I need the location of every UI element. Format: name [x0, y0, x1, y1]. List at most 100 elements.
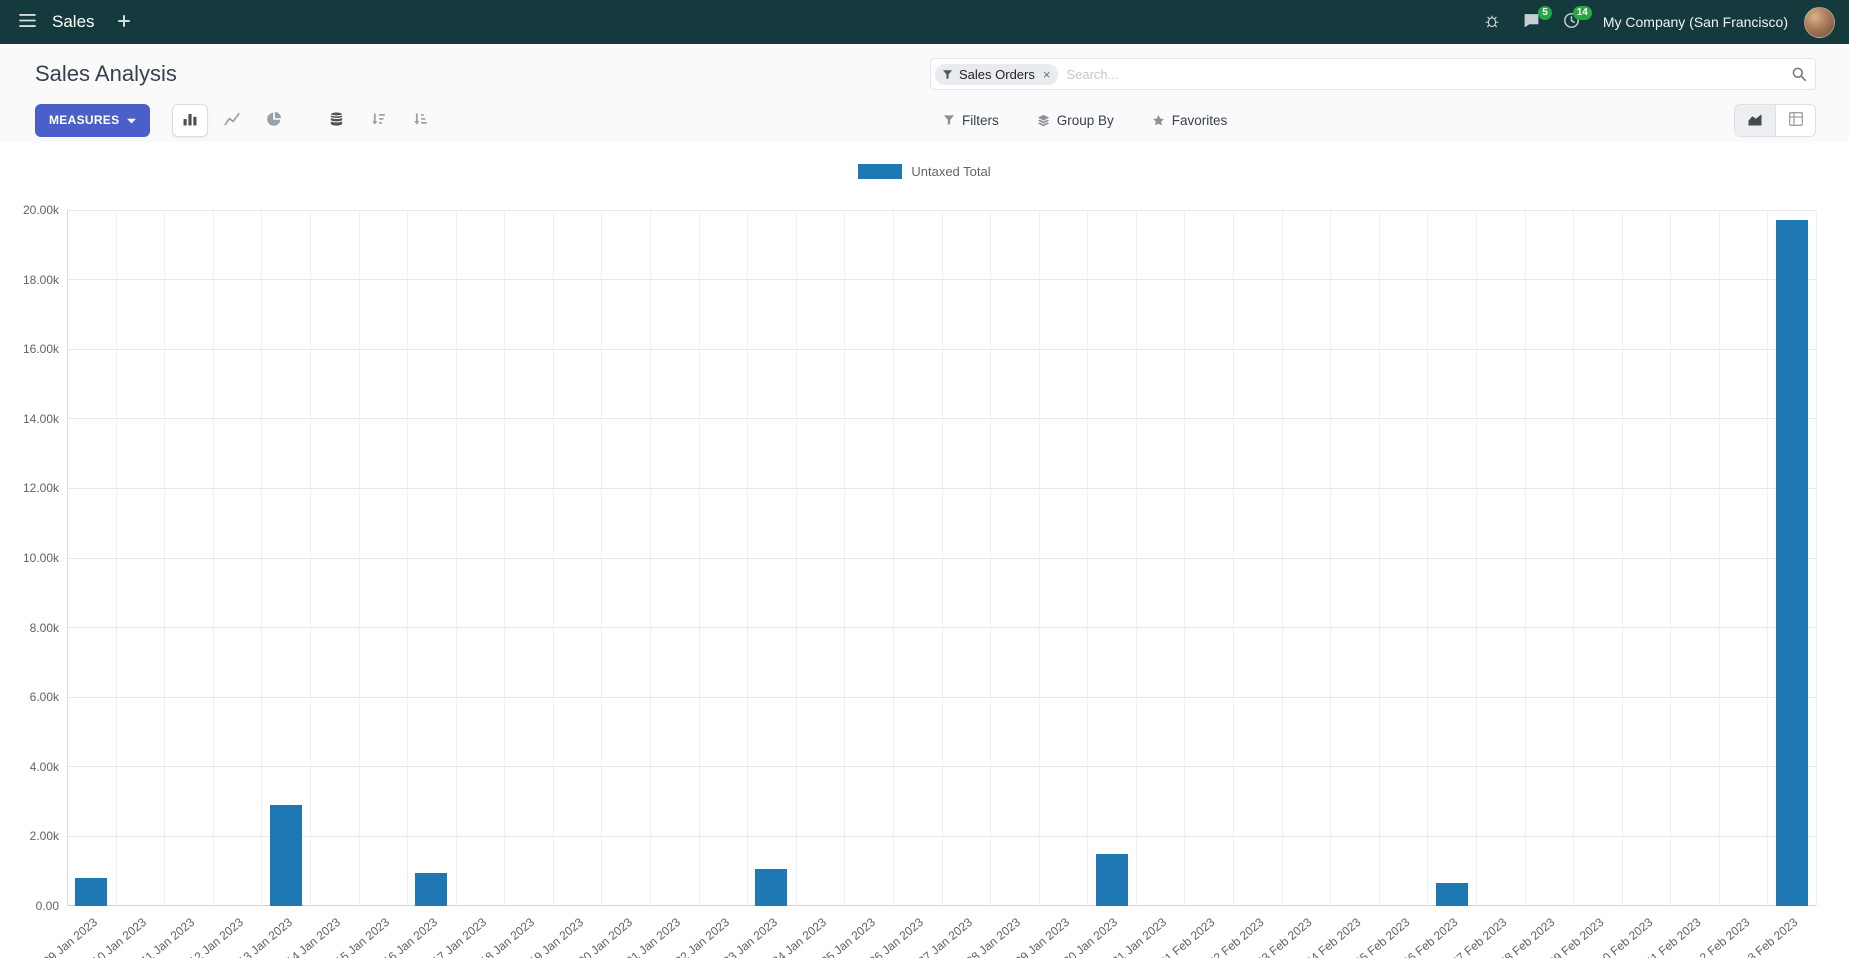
y-tick-label: 20.00k [22, 203, 59, 217]
v-gridline [1572, 210, 1574, 906]
v-gridline [1232, 210, 1234, 906]
favorites-button[interactable]: Favorites [1152, 112, 1228, 128]
v-gridline [1475, 210, 1477, 906]
navbar-left: Sales [10, 5, 141, 39]
chart-bar[interactable] [75, 878, 107, 906]
v-gridline [212, 210, 214, 906]
v-gridline [1718, 210, 1720, 906]
v-gridline [115, 210, 117, 906]
chat-icon [1523, 12, 1540, 32]
v-gridline [260, 210, 262, 906]
x-tick-label: 21 Jan 2023 [623, 915, 684, 958]
chart-bar[interactable] [415, 873, 447, 906]
y-tick-label: 12.00k [22, 481, 59, 496]
v-gridline [1524, 210, 1526, 906]
v-gridline [1183, 210, 1185, 906]
v-gridline [552, 210, 554, 906]
x-tick-label: 16 Jan 2023 [380, 915, 441, 958]
v-gridline [892, 210, 894, 906]
y-tick-label: 14.00k [22, 411, 59, 426]
search-bar[interactable]: Sales Orders × [930, 58, 1816, 90]
bar-chart-button[interactable] [172, 103, 209, 137]
chart-bar[interactable] [1776, 220, 1808, 906]
stacked-toggle-button[interactable] [318, 104, 354, 137]
pivot-view-button[interactable] [1775, 105, 1815, 136]
x-tick-label: 02 Feb 2023 [1205, 915, 1267, 958]
pie-chart-button[interactable] [256, 104, 292, 137]
chart-bar[interactable] [1096, 854, 1128, 906]
layers-icon [1037, 114, 1050, 127]
stacked-icon [329, 111, 344, 130]
x-tick-label: 30 Jan 2023 [1060, 915, 1121, 958]
sort-ascending-icon [412, 111, 428, 130]
group-by-button[interactable]: Group By [1037, 113, 1114, 128]
search-icon[interactable] [1791, 66, 1807, 82]
chart-bar[interactable] [755, 869, 787, 906]
x-tick-label: 13 Jan 2023 [235, 915, 295, 958]
line-chart-icon [224, 111, 241, 130]
chart-bar[interactable] [270, 805, 302, 906]
y-tick-label: 10.00k [22, 551, 59, 565]
v-gridline [746, 210, 748, 906]
v-gridline [503, 210, 505, 906]
filters-label: Filters [962, 112, 999, 128]
hamburger-icon [18, 14, 36, 30]
v-gridline [1426, 210, 1428, 906]
favorites-label: Favorites [1171, 112, 1228, 128]
apps-menu-button[interactable] [10, 5, 44, 39]
measures-button[interactable]: MEASURES [35, 103, 151, 137]
v-gridline [941, 210, 943, 906]
v-gridline [649, 210, 651, 906]
v-gridline [1329, 210, 1331, 906]
sort-ascending-button[interactable] [402, 104, 438, 137]
x-tick-label: 10 Jan 2023 [89, 915, 149, 958]
x-tick-label: 14 Jan 2023 [283, 915, 344, 958]
v-gridline [1621, 210, 1623, 906]
line-chart-button[interactable] [214, 104, 250, 137]
chart-legend[interactable]: Untaxed Total [858, 164, 991, 179]
company-switcher[interactable]: My Company (San Francisco) [1602, 14, 1788, 30]
v-gridline [795, 210, 797, 906]
navbar-systray: 5 14 My Company (San Francisco) [1475, 5, 1835, 39]
sort-descending-button[interactable] [360, 104, 396, 137]
y-tick-label: 0.00 [35, 899, 59, 913]
x-tick-label: 25 Jan 2023 [818, 915, 878, 958]
debug-button[interactable] [1475, 5, 1509, 39]
bar-chart-icon [182, 111, 198, 130]
breadcrumb-row: Sales Analysis Sales Orders × [35, 58, 1816, 90]
facet-remove-icon[interactable]: × [1042, 66, 1051, 82]
x-tick-label: 20 Jan 2023 [575, 915, 635, 958]
activities-button[interactable]: 14 [1555, 5, 1592, 39]
chart-bar[interactable] [1436, 883, 1468, 906]
filters-icon [943, 114, 955, 126]
x-tick-label: 31 Jan 2023 [1109, 915, 1170, 958]
messages-button[interactable]: 5 [1515, 5, 1552, 39]
group-by-label: Group By [1056, 112, 1114, 128]
x-tick-label: 11 Jan 2023 [138, 915, 198, 958]
top-navbar: Sales 5 1 [0, 0, 1849, 44]
view-switcher [1734, 104, 1816, 137]
x-tick-label: 27 Jan 2023 [915, 915, 975, 958]
y-tick-label: 8.00k [29, 620, 59, 635]
y-tick-label: 4.00k [29, 759, 59, 774]
v-gridline [406, 210, 408, 906]
v-gridline [1281, 210, 1283, 906]
search-facet[interactable]: Sales Orders × [935, 63, 1059, 85]
y-tick-label: 18.00k [22, 272, 59, 287]
v-gridline [1669, 210, 1671, 906]
x-tick-label: 12 Jan 2023 [186, 915, 247, 958]
filters-button[interactable]: Filters [943, 113, 999, 128]
search-options: Filters Group By Favorites [943, 102, 1227, 138]
search-input[interactable] [1058, 66, 1791, 82]
v-gridline [1815, 210, 1817, 906]
plus-button[interactable] [107, 5, 141, 39]
control-panel: Sales Analysis Sales Orders × MEASURES [0, 44, 1849, 142]
y-tick-label: 6.00k [29, 690, 59, 705]
x-tick-label: 19 Jan 2023 [526, 915, 587, 958]
user-avatar[interactable] [1804, 6, 1835, 38]
app-name[interactable]: Sales [52, 12, 95, 31]
pivot-grid-icon [1788, 111, 1804, 130]
v-gridline [1135, 210, 1137, 906]
graph-view-button[interactable] [1735, 105, 1775, 136]
legend-swatch [858, 164, 903, 179]
